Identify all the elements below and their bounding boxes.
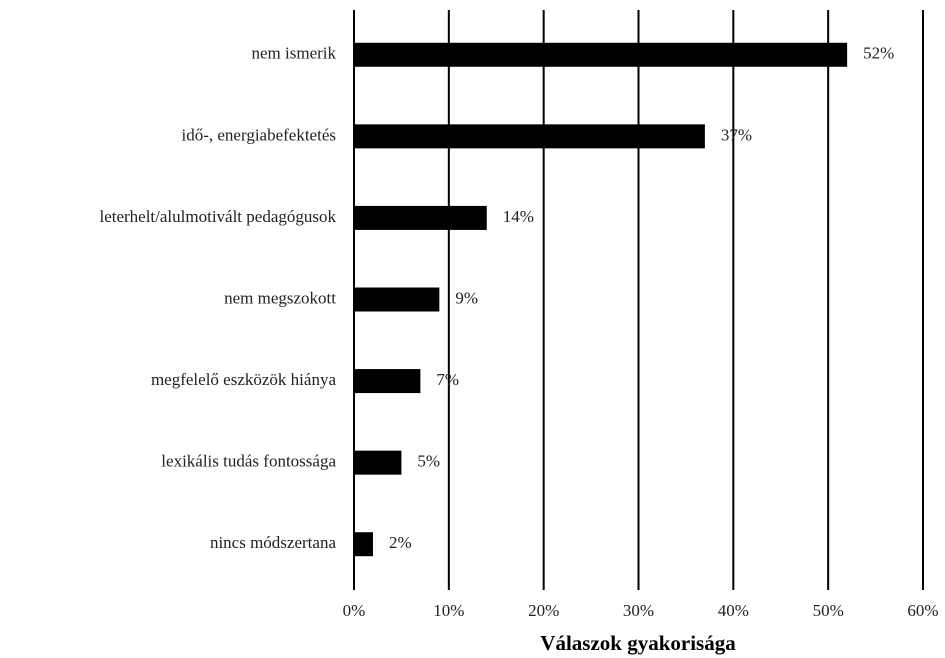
data-label: 14% bbox=[503, 207, 534, 226]
x-tick-label: 60% bbox=[907, 601, 938, 620]
data-label: 5% bbox=[417, 452, 440, 471]
y-tick-label: lexikális tudás fontossága bbox=[161, 452, 336, 471]
x-tick-label: 50% bbox=[813, 601, 844, 620]
data-label: 2% bbox=[389, 533, 412, 552]
y-tick-label: leterhelt/alulmotivált pedagógusok bbox=[99, 207, 336, 226]
data-label: 9% bbox=[455, 288, 478, 307]
y-tick-label: nem ismerik bbox=[251, 44, 336, 63]
y-tick-label: idő-, energiabefektetés bbox=[181, 125, 336, 144]
bar bbox=[354, 205, 487, 230]
data-label: 7% bbox=[436, 370, 459, 389]
bar bbox=[354, 450, 402, 475]
bar bbox=[354, 532, 373, 557]
bar bbox=[354, 369, 421, 394]
x-tick-label: 40% bbox=[718, 601, 749, 620]
x-tick-label: 10% bbox=[433, 601, 464, 620]
data-label: 52% bbox=[863, 44, 894, 63]
x-tick-label: 30% bbox=[623, 601, 654, 620]
data-label: 37% bbox=[721, 125, 752, 144]
x-axis-title: Válaszok gyakorisága bbox=[540, 631, 736, 655]
x-tick-label: 20% bbox=[528, 601, 559, 620]
y-tick-label: nincs módszertana bbox=[210, 533, 336, 552]
bar bbox=[354, 42, 848, 67]
y-tick-label: nem megszokott bbox=[224, 288, 336, 307]
x-tick-label: 0% bbox=[343, 601, 366, 620]
bar bbox=[354, 124, 705, 149]
y-tick-label: megfelelő eszközök hiánya bbox=[151, 370, 336, 389]
bar bbox=[354, 287, 440, 312]
